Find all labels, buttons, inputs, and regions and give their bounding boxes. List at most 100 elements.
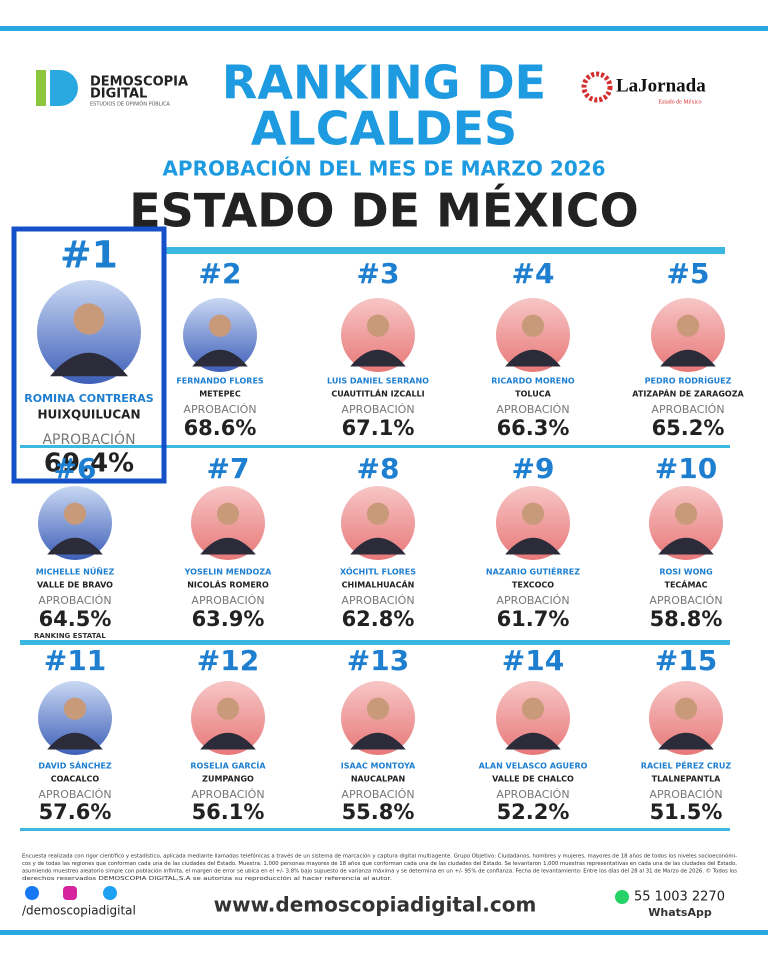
rank: #7 bbox=[207, 452, 250, 485]
candidate-name: ISAAC MONTOYA bbox=[341, 762, 416, 771]
approval-value: 55.8% bbox=[342, 800, 415, 824]
photo-head bbox=[216, 502, 240, 525]
rank: #15 bbox=[655, 644, 717, 677]
photo-body bbox=[658, 732, 714, 750]
logo-name: DIGITAL bbox=[90, 87, 147, 102]
candidate-card: #7 YOSELIN MENDOZA NICOLÁS ROMERO APROBACIÓ… bbox=[184, 452, 272, 631]
photo-head bbox=[366, 697, 390, 720]
approval-value: 51.5% bbox=[650, 800, 723, 824]
city: NICOLÁS ROMERO bbox=[187, 579, 269, 590]
photo-body bbox=[350, 732, 406, 750]
candidate-name: DAVID SÁNCHEZ bbox=[38, 760, 112, 771]
approval-value: 65.2% bbox=[652, 416, 725, 440]
approval-value: 63.9% bbox=[192, 607, 265, 631]
approval-value: 64.5% bbox=[39, 607, 112, 631]
rank: #5 bbox=[667, 257, 710, 290]
candidate-card: #14 ALAN VELASCO AGUERO VALLE DE CHALCO APR… bbox=[479, 644, 588, 824]
divider bbox=[20, 640, 730, 645]
photo-body bbox=[47, 732, 103, 750]
approval-value: 57.6% bbox=[39, 800, 112, 824]
photo-body bbox=[192, 349, 248, 367]
candidate-card: #8 XÓCHITL FLORES CHIMALHUACÁN APROBACIÓN62… bbox=[340, 452, 416, 631]
photo-head bbox=[216, 697, 240, 720]
approval-label: APROBACIÓN bbox=[649, 788, 722, 801]
approval-label: APROBACIÓN bbox=[341, 788, 414, 801]
approval-label: APROBACIÓN bbox=[651, 403, 724, 416]
photo-body bbox=[660, 349, 716, 367]
candidate-name: YOSELIN MENDOZA bbox=[184, 568, 272, 577]
candidate-name: PEDRO RODRÍGUEZ bbox=[645, 375, 732, 386]
facebook-icon[interactable] bbox=[25, 886, 39, 900]
photo-head bbox=[521, 314, 545, 337]
partner-name: LaJornada bbox=[616, 75, 706, 96]
logo-mark bbox=[36, 70, 46, 106]
photo-body bbox=[350, 349, 406, 367]
city: TEXCOCO bbox=[512, 581, 554, 590]
divider bbox=[165, 247, 725, 254]
approval-value: 52.2% bbox=[497, 800, 570, 824]
photo-body bbox=[350, 537, 406, 555]
methodology-note: derechos reservados DEMOSCOPIA DIGITAL,S… bbox=[22, 875, 392, 882]
approval-value: 58.8% bbox=[650, 607, 723, 631]
candidate-card: #6 MICHELLE NÚÑEZ VALLE DE BRAVO APROBACIÓN… bbox=[36, 452, 115, 631]
approval-value: 56.1% bbox=[192, 800, 265, 824]
rank: #8 bbox=[357, 452, 400, 485]
phone: 55 1003 2270 bbox=[634, 890, 725, 905]
candidate-card: #9 NAZARIO GUTIÉRREZ TEXCOCO APROBACIÓN61.7… bbox=[486, 452, 580, 631]
methodology-note: Encuesta realizada con rigor científico … bbox=[22, 853, 737, 860]
photo-body bbox=[505, 732, 561, 750]
candidate-card: #5 PEDRO RODRÍGUEZ ATIZAPÁN DE ZARAGOZA APR… bbox=[632, 257, 744, 440]
approval-label: APROBACIÓN bbox=[649, 594, 722, 607]
title: ALCALDES bbox=[251, 102, 517, 156]
candidate-name: ROSI WONG bbox=[659, 568, 712, 577]
candidate-card: #1 ROMINA CONTRERAS HUIXQUILUCAN APROBACIÓN… bbox=[24, 233, 154, 479]
photo-head bbox=[73, 303, 105, 335]
logo: DEMOSCOPIA DIGITAL ESTUDIOS DE OPINIÓN P… bbox=[36, 70, 188, 108]
photo-head bbox=[674, 502, 698, 525]
city: ATIZAPÁN DE ZARAGOZA bbox=[632, 388, 744, 399]
partner-sub: Estado de México bbox=[658, 99, 701, 105]
twitter-icon[interactable] bbox=[103, 886, 117, 900]
approval-value: 68.6% bbox=[184, 416, 257, 440]
city: CHIMALHUACÁN bbox=[342, 579, 415, 590]
methodology-note: cos y de todas las regiones que conforma… bbox=[22, 861, 737, 867]
photo-head bbox=[676, 314, 700, 337]
website[interactable]: www.demoscopiadigital.com bbox=[214, 893, 537, 917]
candidate-name: FERNANDO FLORES bbox=[176, 377, 264, 386]
city: METEPEC bbox=[199, 390, 241, 399]
approval-value: 62.8% bbox=[342, 607, 415, 631]
approval-label: APROBACIÓN bbox=[496, 594, 569, 607]
title: RANKING DE bbox=[222, 56, 546, 110]
methodology-note: asumiendo muestreo aleatorio simple con … bbox=[22, 868, 737, 875]
city: ZUMPANGO bbox=[202, 775, 254, 784]
approval-label: APROBACIÓN bbox=[183, 403, 256, 416]
winner-box bbox=[11, 226, 167, 484]
logo-name: DEMOSCOPIA bbox=[90, 75, 188, 90]
photo-head bbox=[63, 502, 87, 525]
city: HUIXQUILUCAN bbox=[37, 408, 140, 422]
rank: #11 bbox=[44, 644, 106, 677]
city: NAUCALPAN bbox=[351, 775, 405, 784]
photo-body bbox=[658, 537, 714, 555]
logo-mark bbox=[50, 70, 78, 106]
rank: #14 bbox=[502, 644, 564, 677]
candidate-name: XÓCHITL FLORES bbox=[340, 566, 416, 577]
city: VALLE DE CHALCO bbox=[492, 775, 574, 784]
instagram-icon[interactable] bbox=[63, 886, 77, 900]
candidate-name: NAZARIO GUTIÉRREZ bbox=[486, 566, 580, 577]
section-label: RANKING ESTATAL bbox=[34, 632, 106, 640]
partner-logo: LaJornada Estado de México bbox=[581, 71, 706, 105]
photo-head bbox=[366, 314, 390, 337]
photo-head bbox=[366, 502, 390, 525]
photo-head bbox=[521, 697, 545, 720]
candidate-name: LUIS DANIEL SERRANO bbox=[327, 377, 429, 386]
photo-body bbox=[200, 537, 256, 555]
candidate-card: #15 RACIEL PÉREZ CRUZ TLALNEPANTLA APROBACI… bbox=[641, 644, 732, 824]
bottom-rule bbox=[0, 930, 768, 935]
subtitle: APROBACIÓN DEL MES DE MARZO 2026 bbox=[162, 157, 605, 181]
divider bbox=[20, 445, 730, 448]
approval-value: 61.7% bbox=[497, 607, 570, 631]
city: TLALNEPANTLA bbox=[652, 775, 722, 784]
